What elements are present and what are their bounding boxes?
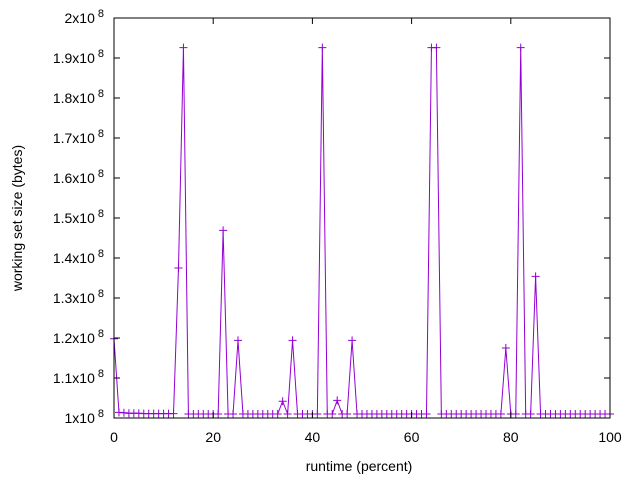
data-point [283,410,292,418]
data-point [531,272,540,281]
x-tick-label-1: 20 [205,429,221,445]
data-point [169,409,178,418]
y-tick-label-8: 1.8x10 8 [53,88,104,106]
y-tick-label-5: 1.5x10 8 [53,208,104,226]
x-tick-label-5: 100 [598,429,622,445]
x-tick-label-0: 0 [110,429,118,445]
data-point [328,410,337,418]
data-point [516,43,525,52]
data-point [526,410,535,418]
y-axis-label: working set size (bytes) [9,145,25,292]
data-point [496,410,505,418]
y-tick-label-7: 1.7x10 8 [53,128,104,146]
series-layer [110,43,614,418]
y-tick-label-6: 1.6x10 8 [53,168,104,186]
axis-layer: 0 20 40 60 80 100 1x10 8 1.1x10 8 1.2x10 8 1.3x10 8 1.… [53,8,622,445]
x-tick-label-3: 60 [404,429,420,445]
y-tick-label-10: 2x10 8 [65,8,104,26]
plot-frame [113,17,611,419]
data-point [313,410,322,418]
y-tick-label-4: 1.4x10 8 [53,248,104,266]
data-point [278,397,287,406]
y-tick-label-0: 1x10 8 [65,408,104,426]
x-tick-label-2: 40 [305,429,321,445]
data-point [348,336,357,345]
data-point [214,410,223,418]
data-point [179,43,188,52]
data-point [343,410,352,418]
data-point [432,43,441,52]
data-point [288,336,297,345]
data-point [501,344,510,352]
data-point [229,410,238,418]
data-point [422,410,431,418]
data-point [273,410,282,418]
data-point [174,264,183,272]
data-point [234,336,242,345]
y-tick-label-1: 1.1x10 8 [53,368,104,386]
data-point [333,396,342,405]
y-tick-label-2: 1.2x10 8 [53,328,104,346]
y-tick-label-3: 1.3x10 8 [53,288,104,306]
data-point [511,410,520,418]
data-point [219,226,228,235]
y-tick-label-9: 1.9x10 8 [53,48,104,66]
x-axis-label: runtime (percent) [306,458,413,474]
x-tick-label-4: 80 [503,429,519,445]
data-point [318,43,327,52]
series-line-0 [113,47,610,415]
